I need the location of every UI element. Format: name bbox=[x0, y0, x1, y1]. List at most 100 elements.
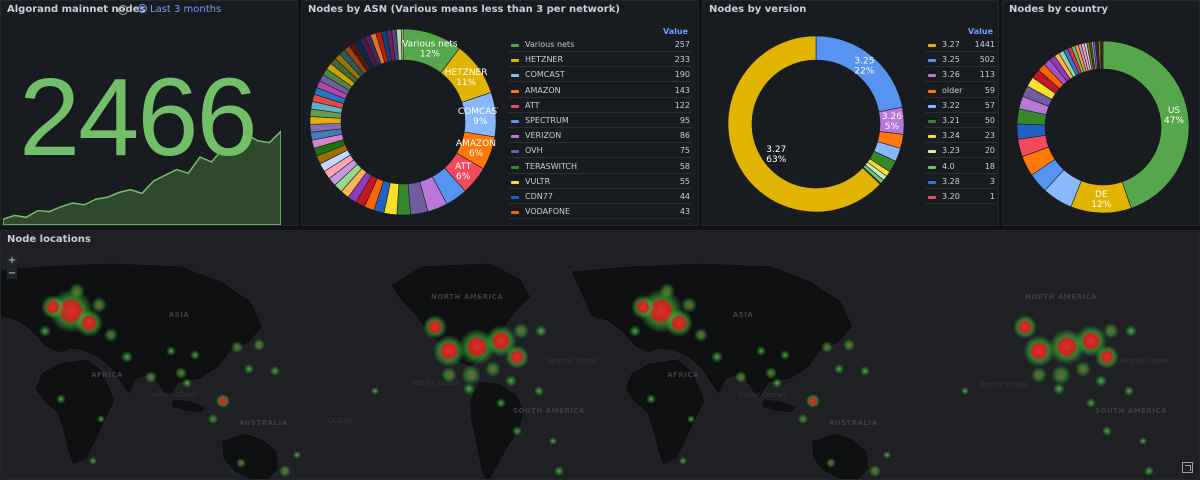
slice-label-name: US bbox=[1168, 106, 1181, 116]
legend-item[interactable]: OVH 75 bbox=[508, 145, 692, 159]
indonesia-landmass bbox=[760, 398, 798, 414]
legend-item[interactable]: 3.27 1441 bbox=[925, 39, 997, 52]
legend-item[interactable]: older 59 bbox=[925, 85, 997, 98]
heatmap-spot bbox=[236, 458, 246, 468]
heatmap-spot bbox=[433, 335, 465, 367]
heatmap-spot bbox=[1051, 365, 1071, 385]
legend-item[interactable]: CDN77 44 bbox=[508, 191, 692, 204]
time-range-label: Last 3 months bbox=[150, 4, 222, 15]
heatmap-spot bbox=[826, 458, 836, 468]
legend-item[interactable]: 3.24 23 bbox=[925, 130, 997, 144]
legend-item[interactable]: HETZNER 233 bbox=[508, 54, 692, 68]
heatmap-spot bbox=[821, 341, 833, 353]
legend-swatch bbox=[928, 74, 936, 78]
legend-value: 23 bbox=[984, 131, 995, 141]
sparkline-area bbox=[3, 130, 281, 225]
legend-value: 122 bbox=[674, 100, 690, 110]
legend-item[interactable]: 3.21 50 bbox=[925, 115, 997, 128]
legend-value: 57 bbox=[984, 100, 995, 110]
heatmap-spot bbox=[41, 295, 65, 319]
legend-swatch bbox=[511, 120, 519, 123]
heatmap-spot bbox=[1023, 335, 1055, 367]
legend-value-header[interactable]: Value bbox=[967, 27, 993, 36]
expand-icon[interactable] bbox=[1182, 462, 1193, 473]
heatmap-spot bbox=[756, 346, 766, 356]
heatmap-spot bbox=[231, 341, 243, 353]
continent-label: ASIA bbox=[732, 311, 754, 319]
heatmap-spot bbox=[883, 451, 891, 459]
legend-value: 113 bbox=[979, 70, 995, 80]
heatmap-spot bbox=[1139, 437, 1147, 445]
time-range-link[interactable]: Last 3 months bbox=[138, 4, 221, 15]
legend-value: 75 bbox=[679, 146, 690, 156]
slice-label-percent: 6% bbox=[469, 149, 484, 159]
heatmap-spot bbox=[554, 466, 564, 476]
legend-item[interactable]: ATT 122 bbox=[508, 100, 692, 113]
legend-swatch bbox=[928, 44, 936, 47]
zoom-out-button[interactable]: − bbox=[7, 268, 17, 279]
legend-item[interactable]: 4.0 18 bbox=[925, 161, 997, 174]
heatmap-spot bbox=[182, 378, 192, 388]
legend-label: VULTR bbox=[525, 176, 551, 186]
legend-label: Various nets bbox=[525, 40, 575, 49]
legend-item[interactable]: 3.28 3 bbox=[925, 176, 997, 189]
clock-icon bbox=[138, 4, 147, 13]
heatmap-spot bbox=[961, 387, 969, 395]
asn-slice bbox=[396, 183, 411, 216]
heatmap-spot bbox=[461, 365, 481, 385]
legend-item[interactable]: 3.26 113 bbox=[925, 69, 997, 83]
legend-item[interactable]: COMCAST 190 bbox=[508, 69, 692, 83]
panel-nodes-by-country: Nodes by country US 47% DE 12% bbox=[1002, 0, 1200, 226]
ocean-label: Indian Ocean bbox=[151, 391, 198, 399]
legend-item[interactable]: 3.23 20 bbox=[925, 145, 997, 159]
legend-label: TERASWITCH bbox=[525, 161, 578, 171]
legend-item[interactable]: Various nets 257 bbox=[508, 39, 692, 52]
continent-label: AFRICA bbox=[91, 371, 123, 379]
legend-item[interactable]: VULTR 55 bbox=[508, 176, 692, 189]
heatmap-spot bbox=[244, 364, 254, 374]
legend-item[interactable]: TERASWITCH 58 bbox=[508, 161, 692, 174]
legend-item[interactable]: AMAZON 143 bbox=[508, 85, 692, 98]
slice-label-name: 3.25 bbox=[854, 56, 874, 66]
panel-node-locations: Node locations ASIA AFRICA AUSTRALIA NORTH … bbox=[0, 230, 1200, 480]
heatmap-spot bbox=[423, 315, 447, 339]
legend-item[interactable]: SPECTRUM 95 bbox=[508, 115, 692, 128]
asn-legend: Value Various nets 257 HETZNER 233 COMCAST 19… bbox=[508, 25, 692, 221]
legend-value-header[interactable]: Value bbox=[662, 27, 688, 36]
heatmap-spot bbox=[89, 457, 97, 465]
ocean-label: Pacific Ocean bbox=[981, 381, 1028, 389]
legend-label: 3.27 bbox=[942, 40, 960, 49]
continent-label: AFRICA bbox=[667, 371, 699, 379]
info-icon[interactable]: i bbox=[118, 5, 128, 15]
slice-label-percent: 11% bbox=[456, 78, 476, 88]
heatmap-spot bbox=[772, 378, 782, 388]
heatmap-spot bbox=[1124, 386, 1134, 396]
world-map[interactable] bbox=[1, 251, 1200, 480]
heatmap-spot bbox=[56, 394, 66, 404]
legend-label: 3.21 bbox=[942, 116, 960, 125]
heatmap-spot bbox=[869, 465, 881, 477]
indonesia-landmass bbox=[170, 398, 208, 414]
slice-label-name: HETZNER bbox=[445, 68, 488, 78]
legend-value: 58 bbox=[679, 161, 690, 171]
slice-label-name: DE bbox=[1095, 190, 1108, 200]
legend-item[interactable]: VERIZON 86 bbox=[508, 130, 692, 144]
heatmap-spot bbox=[631, 295, 655, 319]
slice-label-name: Various nets bbox=[402, 40, 458, 50]
legend-swatch bbox=[928, 196, 936, 199]
slice-label-name: ATT bbox=[455, 162, 472, 172]
legend-item[interactable]: VODAFONE 43 bbox=[508, 206, 692, 220]
legend-label: 4.0 bbox=[942, 161, 955, 171]
heatmap-spot bbox=[145, 371, 157, 383]
legend-label: AMAZON bbox=[525, 85, 561, 95]
heatmap-spot bbox=[1095, 375, 1107, 387]
zoom-in-button[interactable]: + bbox=[7, 255, 17, 266]
heatmap-spot bbox=[735, 371, 747, 383]
legend-value: 95 bbox=[679, 116, 690, 125]
legend-item[interactable]: 3.20 1 bbox=[925, 191, 997, 204]
legend-item[interactable]: 3.22 57 bbox=[925, 100, 997, 113]
legend-item[interactable]: 3.25 502 bbox=[925, 54, 997, 68]
heatmap-spot bbox=[463, 383, 475, 395]
